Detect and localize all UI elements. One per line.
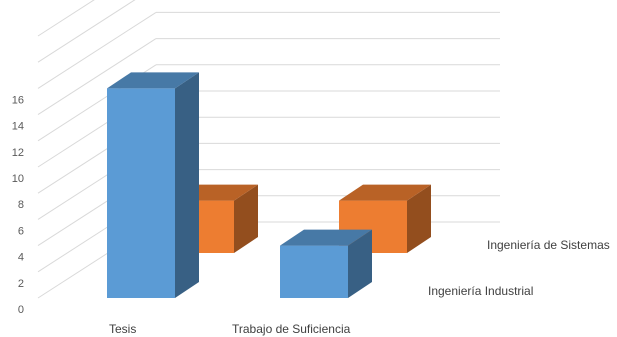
- series-label: Ingeniería de Sistemas: [487, 238, 610, 252]
- bar-top: [280, 229, 372, 246]
- bar-industrial-suficiencia: [280, 229, 372, 298]
- gridline-diagonal: [37, 38, 157, 116]
- y-axis-ticks: 0 2 4 6 8 10 12 14 16: [12, 94, 24, 316]
- series-depth-labels: Ingeniería Industrial Ingeniería de Siste…: [428, 238, 610, 298]
- y-tick-label: 2: [18, 278, 24, 290]
- y-tick-label: 4: [18, 252, 24, 264]
- bar-front: [280, 245, 348, 298]
- y-tick-label: 6: [18, 225, 24, 237]
- y-tick-label: 16: [12, 94, 24, 106]
- x-axis-categories: Tesis Trabajo de Suficiencia: [109, 322, 351, 336]
- gridline-diagonal: [37, 0, 136, 63]
- y-tick-label: 0: [18, 304, 24, 316]
- category-label: Trabajo de Suficiencia: [232, 322, 351, 336]
- bar-side: [348, 229, 372, 298]
- bar-side: [407, 184, 431, 253]
- gridline-diagonal: [37, 11, 157, 89]
- bar-side: [175, 72, 199, 299]
- y-tick-label: 10: [12, 173, 24, 185]
- bar-front: [107, 88, 175, 299]
- y-tick-label: 12: [12, 147, 24, 159]
- bar-industrial-tesis: [107, 72, 199, 299]
- bar-side: [234, 184, 258, 253]
- chart-bars: [107, 72, 431, 299]
- y-tick-label: 14: [12, 121, 24, 133]
- gridline-diagonal: [37, 0, 95, 37]
- y-tick-label: 8: [18, 199, 24, 211]
- bar-top: [339, 184, 431, 201]
- bar-top: [107, 72, 199, 89]
- series-label: Ingeniería Industrial: [428, 284, 533, 298]
- category-label: Tesis: [109, 322, 136, 336]
